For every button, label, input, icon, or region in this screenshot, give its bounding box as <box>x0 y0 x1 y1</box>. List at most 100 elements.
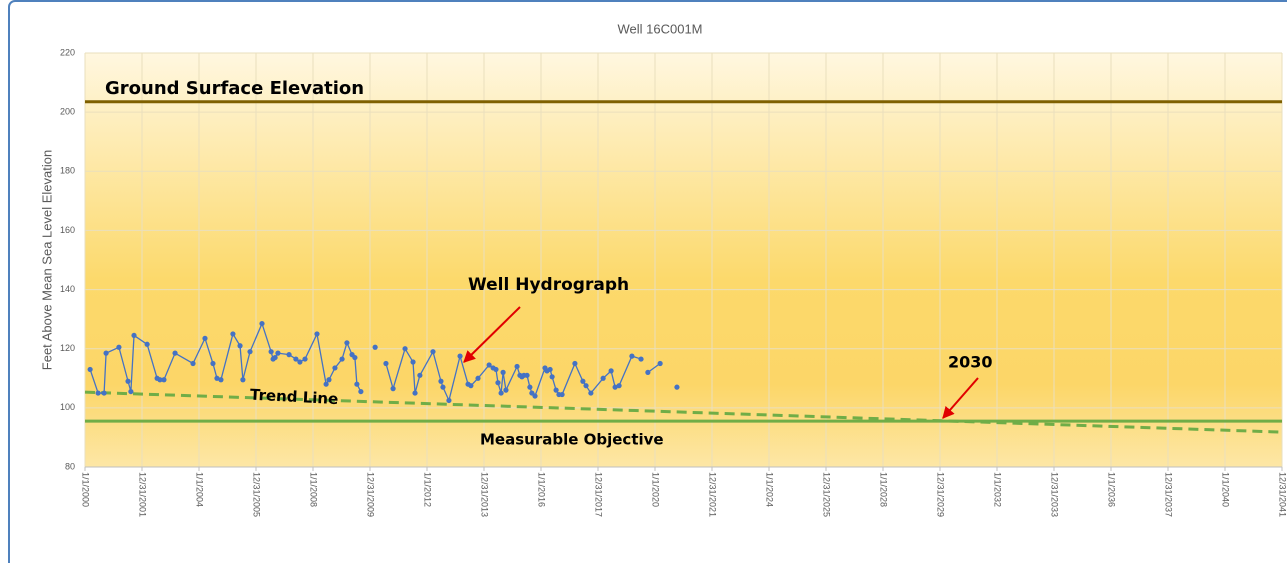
trend-label: Trend Line <box>250 386 339 409</box>
data-point <box>358 388 364 395</box>
data-point <box>339 356 345 362</box>
data-point <box>286 352 292 358</box>
data-point <box>498 390 504 396</box>
data-point <box>390 386 396 392</box>
data-point <box>354 381 360 387</box>
x-tick-label: 1/1/2040 <box>1221 472 1231 507</box>
annotation-arrow <box>463 306 521 363</box>
data-point <box>247 349 253 355</box>
data-point <box>210 360 216 367</box>
data-point <box>103 350 109 356</box>
data-point <box>190 360 196 367</box>
data-point <box>608 368 614 374</box>
x-tick-label: 1/1/2032 <box>993 472 1003 507</box>
data-point <box>202 335 208 341</box>
data-point <box>580 378 586 384</box>
data-point <box>503 387 509 393</box>
x-tick-label: 1/1/2008 <box>309 472 319 507</box>
data-point <box>572 360 578 367</box>
y-axis-label: Feet Above Mean Sea Level Elevation <box>39 150 54 370</box>
y-tick-label: 180 <box>60 166 75 176</box>
data-point <box>95 390 101 396</box>
data-point <box>500 369 506 375</box>
series-label: Well Hydrograph <box>468 275 629 295</box>
trend-line <box>84 390 1283 434</box>
x-tick-label: 1/1/2036 <box>1107 472 1117 507</box>
y-tick-label: 200 <box>60 107 75 117</box>
data-point <box>475 375 481 381</box>
data-point <box>131 332 137 339</box>
reference-label: Measurable Objective <box>480 431 664 449</box>
data-point <box>214 375 220 381</box>
data-point <box>314 331 320 337</box>
x-tick-label: 1/1/2004 <box>195 472 205 507</box>
y-tick-label: 80 <box>65 461 75 471</box>
data-point <box>352 354 358 361</box>
data-point <box>657 360 663 367</box>
data-point <box>323 381 329 387</box>
x-tick-label: 12/31/2037 <box>1164 472 1174 517</box>
data-point <box>240 377 246 383</box>
plot-area <box>85 53 1282 467</box>
data-point <box>514 363 520 370</box>
data-point <box>402 346 408 352</box>
data-point <box>293 356 299 362</box>
data-point <box>495 380 501 386</box>
data-point <box>272 354 278 361</box>
data-point <box>172 350 178 356</box>
y-tick-label: 120 <box>60 343 75 353</box>
y-tick-label: 160 <box>60 225 75 235</box>
data-point <box>161 377 167 383</box>
data-point <box>553 387 559 393</box>
data-point <box>549 374 555 380</box>
data-point <box>645 369 651 375</box>
data-point <box>438 378 444 384</box>
x-tick-label: 12/31/2017 <box>594 472 604 517</box>
data-point <box>440 384 446 390</box>
data-point <box>446 397 452 404</box>
x-tick-label: 1/1/2012 <box>423 472 433 507</box>
data-point <box>638 356 644 362</box>
x-tick-label: 1/1/2028 <box>879 472 889 507</box>
data-point <box>344 340 350 346</box>
annotation-arrow <box>942 377 979 419</box>
x-tick-label: 12/31/2001 <box>138 472 148 517</box>
data-point <box>417 372 423 378</box>
data-point <box>268 349 274 355</box>
x-tick-label: 12/31/2021 <box>708 472 718 517</box>
x-tick-label: 12/31/2033 <box>1050 472 1060 517</box>
reference-label: Ground Surface Elevation <box>105 78 364 99</box>
y-tick-label: 220 <box>60 47 75 57</box>
x-tick-label: 1/1/2024 <box>765 472 775 507</box>
data-point <box>547 366 553 373</box>
x-tick-label: 12/31/2025 <box>822 472 832 517</box>
data-point <box>486 362 492 368</box>
chart-title: Well 16C001M <box>617 21 702 36</box>
x-tick-label: 12/31/2005 <box>252 472 262 517</box>
data-point <box>275 350 281 356</box>
data-point <box>128 388 134 395</box>
data-point <box>559 391 565 398</box>
data-point <box>583 383 589 389</box>
data-point <box>125 378 131 384</box>
data-point <box>524 372 530 378</box>
data-point <box>302 356 308 362</box>
y-tick-label: 140 <box>60 284 75 294</box>
data-point <box>588 390 594 396</box>
data-point <box>116 344 122 350</box>
data-point <box>297 359 303 365</box>
data-point <box>410 359 416 365</box>
x-tick-label: 1/1/2016 <box>537 472 547 507</box>
annotation: 2030 <box>948 353 993 372</box>
x-tick-label: 12/31/2009 <box>366 472 376 517</box>
data-point <box>674 384 680 390</box>
data-point <box>412 390 418 396</box>
data-point <box>218 377 224 383</box>
data-point <box>101 390 107 396</box>
data-point <box>457 353 463 359</box>
data-point <box>237 343 243 349</box>
x-tick-label: 12/31/2029 <box>936 472 946 517</box>
x-tick-label: 1/1/2020 <box>651 472 661 507</box>
data-point <box>372 344 378 350</box>
